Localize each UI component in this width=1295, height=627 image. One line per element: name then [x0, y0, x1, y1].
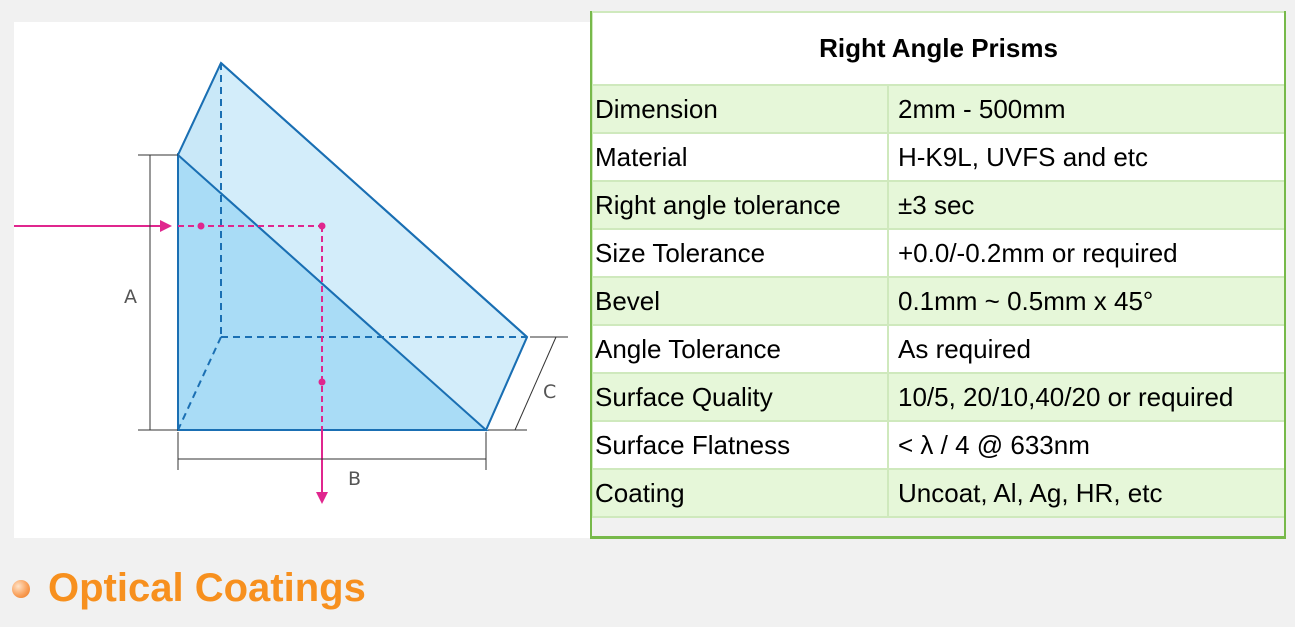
spec-property: Dimension	[591, 84, 889, 134]
prism-hidden-edge-diagonal	[177, 336, 222, 431]
bullet-dot-icon	[12, 579, 30, 598]
spec-value: +0.0/-0.2mm or required	[887, 228, 1286, 278]
ray-point-entry	[197, 222, 205, 230]
spec-property: Size Tolerance	[591, 228, 889, 278]
spec-value: ±3 sec	[887, 180, 1286, 230]
spec-property: Coating	[591, 468, 889, 518]
ray-point-corner	[318, 222, 326, 230]
table-row: Angle Tolerance As required	[591, 324, 1286, 374]
spec-table-header-row: Right Angle Prisms	[591, 11, 1286, 86]
table-border-bottom	[590, 536, 1286, 539]
table-row: Size Tolerance +0.0/-0.2mm or required	[591, 228, 1286, 278]
spec-value: Uncoat, Al, Ag, HR, etc	[887, 468, 1286, 518]
table-row: Coating Uncoat, Al, Ag, HR, etc	[591, 468, 1286, 518]
prism-edge-top	[177, 62, 222, 156]
table-row: Material H-K9L, UVFS and etc	[591, 132, 1286, 182]
dimension-a-label: A	[124, 286, 137, 308]
spec-property: Material	[591, 132, 889, 182]
table-row: Dimension 2mm - 500mm	[591, 84, 1286, 134]
ray-point-exit	[318, 378, 326, 386]
spec-property: Bevel	[591, 276, 889, 326]
table-row: Surface Flatness < λ / 4 @ 633nm	[591, 420, 1286, 470]
spec-property: Angle Tolerance	[591, 324, 889, 374]
dimension-c-line	[514, 336, 557, 431]
spec-property: Surface Flatness	[591, 420, 889, 470]
spec-value: 0.1mm ~ 0.5mm x 45°	[887, 276, 1286, 326]
spec-property: Surface Quality	[591, 372, 889, 422]
prism-front-face	[177, 152, 489, 431]
prism-diagram: A B C	[14, 61, 568, 504]
spec-value: As required	[887, 324, 1286, 374]
spec-table: Right Angle Prisms Dimension 2mm - 500mm…	[591, 11, 1286, 518]
table-row: Bevel 0.1mm ~ 0.5mm x 45°	[591, 276, 1286, 326]
dimension-b-label: B	[348, 468, 361, 490]
section-heading: Optical Coatings	[12, 566, 366, 611]
spec-value: < λ / 4 @ 633nm	[887, 420, 1286, 470]
dimension-c-label: C	[543, 381, 556, 403]
spec-value: 2mm - 500mm	[887, 84, 1286, 134]
prism-diagram-panel: A B C	[14, 22, 592, 538]
section-heading-text: Optical Coatings	[48, 566, 366, 610]
spec-value: H-K9L, UVFS and etc	[887, 132, 1286, 182]
table-border-left	[590, 11, 592, 539]
prism-edge-slant	[220, 62, 528, 338]
spec-value: 10/5, 20/10,40/20 or required	[887, 372, 1286, 422]
table-row: Surface Quality 10/5, 20/10,40/20 or req…	[591, 372, 1286, 422]
spec-property: Right angle tolerance	[591, 180, 889, 230]
spec-table-title: Right Angle Prisms	[591, 11, 1286, 86]
table-border-right	[1284, 11, 1286, 539]
prism-edge-right	[485, 336, 528, 431]
table-row: Right angle tolerance ±3 sec	[591, 180, 1286, 230]
